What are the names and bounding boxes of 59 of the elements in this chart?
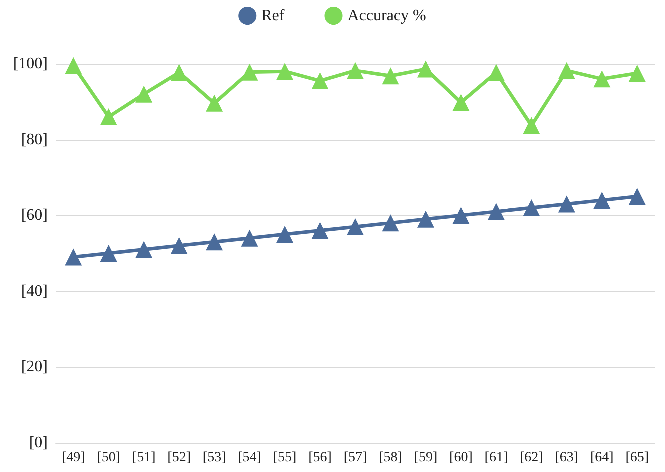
point bbox=[417, 210, 434, 228]
y-tick-label: [20] bbox=[21, 358, 48, 376]
y-tick-label: [100] bbox=[13, 56, 48, 72]
point bbox=[312, 72, 329, 90]
x-tick-label: [65] bbox=[626, 450, 650, 466]
y-tick-label: [60] bbox=[21, 207, 48, 224]
point bbox=[206, 94, 224, 112]
x-tick-label: [56] bbox=[308, 450, 332, 466]
point bbox=[241, 64, 258, 81]
point bbox=[628, 188, 646, 206]
x-tick-label: [50] bbox=[97, 450, 121, 466]
point bbox=[170, 237, 188, 254]
legend-label: Accuracy % bbox=[348, 8, 426, 24]
point bbox=[452, 94, 470, 112]
point bbox=[65, 57, 82, 74]
x-tick-label: [64] bbox=[590, 450, 614, 466]
point bbox=[382, 214, 400, 232]
point bbox=[452, 207, 470, 224]
point bbox=[206, 234, 224, 251]
point bbox=[65, 248, 82, 266]
point bbox=[136, 86, 153, 103]
point bbox=[417, 60, 434, 78]
point bbox=[276, 226, 294, 244]
x-tick-label: [62] bbox=[520, 450, 544, 466]
point bbox=[382, 68, 400, 85]
point bbox=[347, 218, 364, 236]
x-tick-label: [53] bbox=[202, 450, 226, 466]
legend-label: Ref bbox=[262, 8, 286, 24]
y-tick-label: [40] bbox=[21, 282, 48, 300]
point bbox=[488, 203, 505, 220]
point bbox=[558, 62, 576, 80]
x-tick-label: [49] bbox=[62, 450, 86, 466]
x-tick-label: [58] bbox=[379, 450, 402, 466]
point bbox=[312, 222, 329, 240]
x-tick-label: [55] bbox=[273, 450, 297, 466]
x-tick-label: [51] bbox=[132, 450, 156, 466]
point bbox=[100, 108, 118, 126]
y-tick-label: [80] bbox=[21, 131, 48, 148]
point bbox=[347, 62, 364, 80]
x-tick-label: [59] bbox=[414, 450, 438, 466]
x-tick-label: [57] bbox=[344, 450, 368, 466]
point bbox=[276, 63, 294, 80]
x-tick-label: [63] bbox=[555, 450, 579, 466]
point bbox=[628, 64, 646, 82]
point bbox=[170, 64, 188, 82]
x-tick-label: [54] bbox=[238, 450, 262, 466]
point bbox=[523, 117, 540, 134]
point bbox=[488, 64, 505, 82]
point bbox=[241, 230, 258, 247]
point bbox=[558, 196, 576, 213]
x-tick-label: [61] bbox=[484, 450, 508, 466]
point bbox=[523, 200, 540, 217]
point bbox=[594, 192, 611, 209]
x-tick-label: [52] bbox=[168, 450, 191, 466]
point bbox=[594, 70, 611, 88]
x-tick-label: [60] bbox=[450, 450, 473, 466]
point bbox=[100, 245, 118, 262]
point bbox=[136, 241, 153, 258]
y-tick-label: [0] bbox=[29, 434, 48, 452]
